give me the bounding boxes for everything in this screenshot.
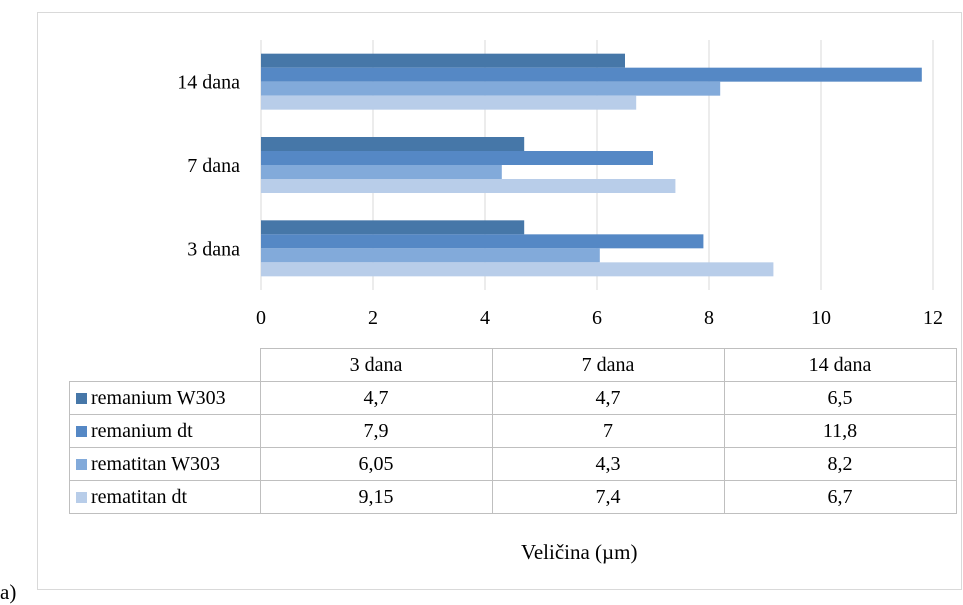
table-row: remanium dt 7,9 7 11,8 [69,414,957,448]
data-label: 7,4 [491,480,725,514]
data-label: 8,2 [723,447,957,481]
category-label: 3 dana [187,238,240,260]
legend-key: remanium dt [69,414,261,448]
bar [261,151,653,165]
bar [261,234,704,249]
legend-swatch [76,425,87,437]
bar [261,95,637,110]
data-label: 4,7 [491,381,725,415]
series-name: remanium dt [91,419,193,442]
x-tick-label: 8 [704,307,714,329]
legend-key: rematitan dt [69,480,261,514]
bar [261,179,676,193]
x-tick-label: 2 [368,307,378,329]
legend-key: remanium W303 [69,381,261,415]
data-label: 6,5 [723,381,957,415]
series-name: rematitan dt [91,485,188,508]
x-axis-title: Veličina (µm) [521,540,638,564]
data-label: 9,15 [259,480,493,514]
table-corner [69,348,261,382]
bar [261,220,525,235]
data-label: 7 [491,414,725,448]
data-label: 6,7 [723,480,957,514]
x-tick-labels: 0 2 4 6 8 10 12 [256,307,943,329]
x-tick-label: 6 [592,307,602,329]
table-row: remanium W303 4,7 4,7 6,5 [69,381,957,415]
category-label: 7 dana [187,155,240,177]
data-label: 4,7 [259,381,493,415]
chart-frame [37,12,962,590]
bars [261,53,922,277]
bar [261,165,502,179]
legend-swatch [76,458,87,470]
bar [261,137,525,151]
bar [261,53,625,68]
bar [261,67,922,82]
category-label: 14 dana [177,72,240,94]
data-label: 4,3 [491,447,725,481]
panel-letter: a) [0,580,17,604]
x-tick-label: 4 [480,307,490,329]
legend-swatch [76,491,87,503]
category-labels: 3 dana 7 dana 14 dana [177,72,240,261]
bar [261,81,721,96]
series-name: remanium W303 [91,386,226,409]
x-tick-label: 10 [811,307,831,329]
data-table: 3 dana 7 dana 14 dana remanium W303 4,7 4,7 6… [69,348,957,514]
table-row: rematitan dt 9,15 7,4 6,7 [69,480,957,514]
data-label: 7,9 [259,414,493,448]
table-column-header: 14 dana [723,348,957,382]
x-tick-label: 12 [923,307,943,329]
legend-key: rematitan W303 [69,447,261,481]
bar [261,262,774,277]
table-column-header: 7 dana [491,348,725,382]
data-label: 11,8 [723,414,957,448]
legend-swatch [76,392,87,404]
x-tick-label: 0 [256,307,266,329]
table-row: rematitan W303 6,05 4,3 8,2 [69,447,957,481]
series-name: rematitan W303 [91,452,221,475]
data-label: 6,05 [259,447,493,481]
table-column-header: 3 dana [259,348,493,382]
bar [261,248,600,263]
